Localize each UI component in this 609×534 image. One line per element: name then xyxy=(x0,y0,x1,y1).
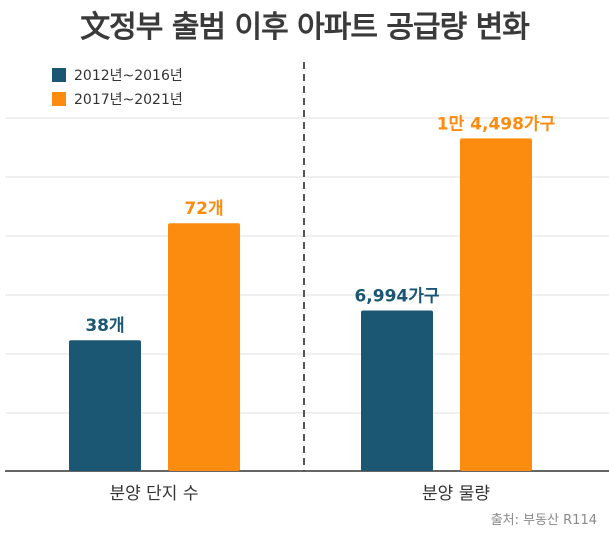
bar xyxy=(69,340,141,471)
legend-swatch xyxy=(52,92,66,106)
legend-label: 2017년~2021년 xyxy=(74,92,183,108)
data-label: 1만 4,498가구 xyxy=(437,114,556,134)
legend-swatch xyxy=(52,68,66,82)
bar xyxy=(460,138,532,471)
data-label: 38개 xyxy=(85,316,124,336)
bar xyxy=(168,223,240,471)
category-label: 분양 단지 수 xyxy=(109,484,198,504)
source-note: 출처: 부동산 R114 xyxy=(490,513,597,528)
category-label: 분양 물량 xyxy=(422,484,490,504)
data-label: 6,994가구 xyxy=(354,287,439,307)
bar xyxy=(361,310,433,471)
legend-label: 2012년~2016년 xyxy=(74,68,183,84)
data-label: 72개 xyxy=(184,199,223,219)
chart-title: 文정부 출범 이후 아파트 공급량 변화 xyxy=(80,10,530,45)
